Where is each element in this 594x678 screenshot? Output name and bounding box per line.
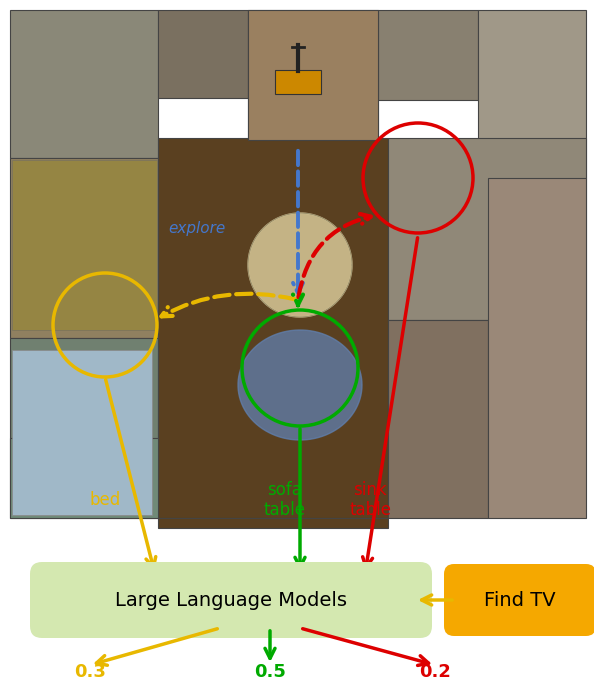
FancyBboxPatch shape: [444, 564, 594, 636]
Polygon shape: [238, 330, 362, 440]
Bar: [158, 10, 248, 98]
Bar: [10, 338, 158, 518]
Text: 0.3: 0.3: [74, 663, 106, 678]
Bar: [388, 138, 586, 320]
Bar: [158, 518, 388, 528]
Bar: [388, 320, 488, 518]
Bar: [12, 350, 152, 515]
Bar: [10, 10, 158, 158]
Bar: [10, 438, 158, 518]
Bar: [158, 138, 388, 518]
Bar: [248, 10, 378, 140]
Bar: [248, 10, 378, 140]
Text: Large Language Models: Large Language Models: [115, 591, 347, 610]
Text: bed: bed: [89, 491, 121, 509]
Text: sink
table: sink table: [349, 481, 391, 519]
Polygon shape: [248, 213, 352, 317]
Bar: [378, 10, 478, 100]
Bar: [488, 178, 586, 518]
Text: 0.2: 0.2: [419, 663, 451, 678]
FancyBboxPatch shape: [275, 70, 321, 94]
Text: explore: explore: [169, 220, 226, 235]
Bar: [10, 158, 158, 338]
Bar: [478, 10, 586, 178]
Text: sofa
table: sofa table: [264, 481, 306, 519]
FancyBboxPatch shape: [30, 562, 432, 638]
Bar: [12, 160, 157, 330]
Text: Find TV: Find TV: [484, 591, 556, 610]
Text: 0.5: 0.5: [254, 663, 286, 678]
